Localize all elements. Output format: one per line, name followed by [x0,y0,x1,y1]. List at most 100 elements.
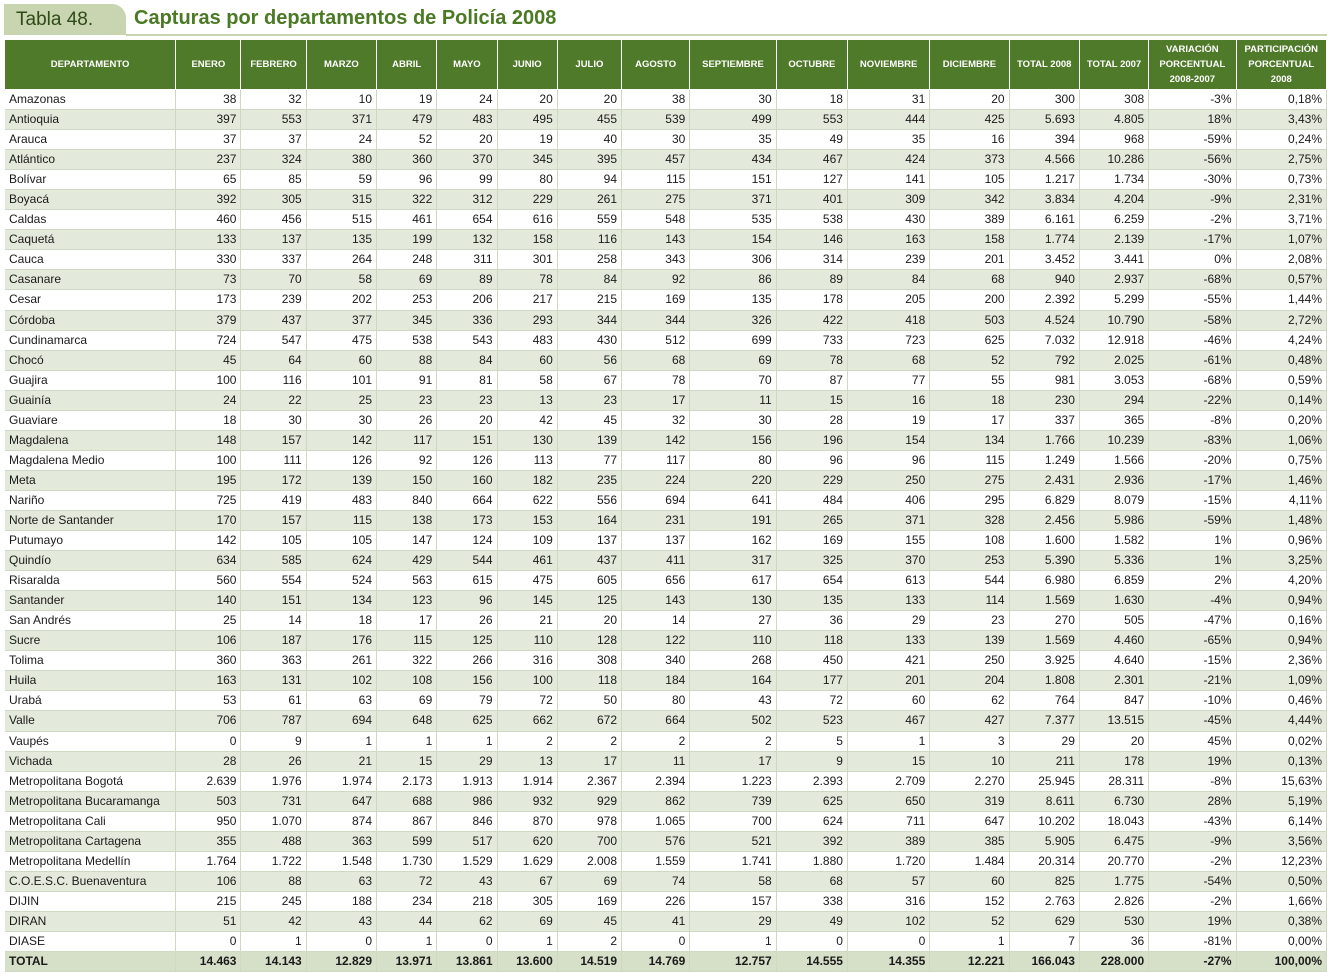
value-cell: 172 [240,470,307,491]
value-cell: 10.790 [1079,310,1150,331]
table-row: Caquetá 133 137 135 199 132 158 116 143 154 146 163… [5,229,1328,251]
value-cell: 126 [306,450,378,471]
value-cell: 929 [557,791,623,812]
value-cell: 116 [557,229,623,251]
table-row: DIASE 0 1 0 1 0 1 2 0 1 0 0 1 7 36 -81% 0,00% [5,931,1328,953]
value-cell: 724 [175,330,242,351]
value-cell: 28.311 [1079,771,1150,792]
value-cell: -58% [1148,310,1237,331]
value-cell: 30 [689,410,777,431]
table-row: Santander 140 151 134 123 96 145 125 143 130 135 13… [5,590,1328,612]
value-cell: 647 [929,811,1010,832]
value-cell: 300 [1009,89,1080,111]
value-cell: 1.741 [689,851,777,872]
value-cell: 110 [497,630,558,652]
table-row: Tolima 360 363 261 322 266 316 308 340 268 450 421 2… [5,650,1328,672]
value-cell: 0,16% [1236,610,1328,632]
value-cell: 158 [929,229,1010,251]
value-cell: 133 [175,229,242,251]
value-cell: 99 [436,169,498,191]
value-cell: 154 [689,229,777,251]
value-cell: 10 [306,89,378,111]
department-cell: Sucre [5,630,177,652]
value-cell: 250 [929,650,1010,672]
value-cell: 483 [497,330,558,351]
value-cell: 0,96% [1236,530,1328,552]
value-cell: 559 [557,209,623,231]
value-cell: 625 [776,791,848,812]
value-cell: 700 [557,831,623,852]
value-cell: 87 [776,370,848,391]
value-cell: 25 [306,390,378,411]
value-cell: 100 [175,370,242,391]
value-cell: 419 [240,490,307,511]
value-cell: 840 [376,490,438,511]
value-cell: 45 [557,410,623,431]
value-cell: 68 [929,269,1010,291]
value-cell: 140 [175,590,242,612]
value-cell: 483 [306,490,378,511]
value-cell: 316 [497,650,558,672]
value-cell: 38 [175,89,242,111]
value-cell: 544 [436,550,498,572]
department-cell: Metropolitana Bucaramanga [5,791,177,812]
value-cell: 111 [240,450,307,471]
value-cell: 6.475 [1079,831,1150,852]
value-cell: 86 [689,269,777,291]
value-cell: 53 [175,690,242,712]
value-cell: 137 [557,530,623,552]
value-cell: 11 [689,390,777,411]
value-cell: 434 [689,149,777,171]
captures-table: DEPARTAMENTO ENERO FEBRERO MARZO ABRIL MAYO JU… [5,40,1328,973]
value-cell: 723 [847,330,931,351]
value-cell: 147 [376,530,438,552]
value-cell: 1.914 [497,771,558,792]
value-cell: 20.314 [1009,851,1080,872]
value-cell: -47% [1148,610,1237,632]
value-cell: 12.918 [1079,330,1150,351]
value-cell: 3,25% [1236,550,1328,572]
value-cell: 195 [175,470,242,491]
value-cell: 30 [306,410,378,431]
value-cell: 139 [557,430,623,451]
value-cell: 15 [776,390,848,411]
value-cell: 870 [497,811,558,832]
table-row: Sucre 106 187 176 115 125 110 128 122 110 118 133 13… [5,630,1328,652]
value-cell: 343 [621,249,691,271]
value-cell: 157 [689,891,777,912]
value-cell: 130 [689,590,777,612]
value-cell: 457 [621,149,691,171]
value-cell: 30 [621,129,691,151]
value-cell: 6.161 [1009,209,1080,231]
department-cell: Guainía [5,390,177,411]
value-cell: 4,44% [1236,710,1328,732]
department-cell: Cundinamarca [5,330,177,351]
value-cell: 173 [436,510,498,532]
value-cell: 157 [240,510,307,532]
value-cell: 733 [776,330,848,351]
value-cell: 4.460 [1079,630,1150,652]
value-cell: 77 [847,370,931,391]
value-cell: -81% [1148,931,1237,953]
value-cell: 1 [376,931,438,953]
value-cell: 672 [557,710,623,732]
table-row: C.O.E.S.C. Buenaventura 106 88 63 72 43 67 69 74… [5,871,1328,892]
department-cell: DIASE [5,931,177,953]
value-cell: 5.336 [1079,550,1150,572]
value-cell: 84 [557,269,623,291]
value-cell: 24 [306,129,378,151]
value-cell: 155 [847,530,931,552]
table-row: Putumayo 142 105 105 147 124 109 137 137 162 169 15… [5,530,1328,552]
value-cell: 275 [621,189,691,211]
value-cell: 2.937 [1079,269,1150,291]
value-cell: 152 [929,891,1010,912]
value-cell: 134 [306,590,378,612]
value-cell: 2.392 [1009,289,1080,311]
value-cell: 437 [240,310,307,331]
department-cell: Vichada [5,751,177,772]
value-cell: 215 [175,891,242,912]
value-cell: -61% [1148,350,1237,371]
value-cell: 764 [1009,690,1080,712]
value-cell: 560 [175,570,242,592]
value-cell: 345 [497,149,558,171]
